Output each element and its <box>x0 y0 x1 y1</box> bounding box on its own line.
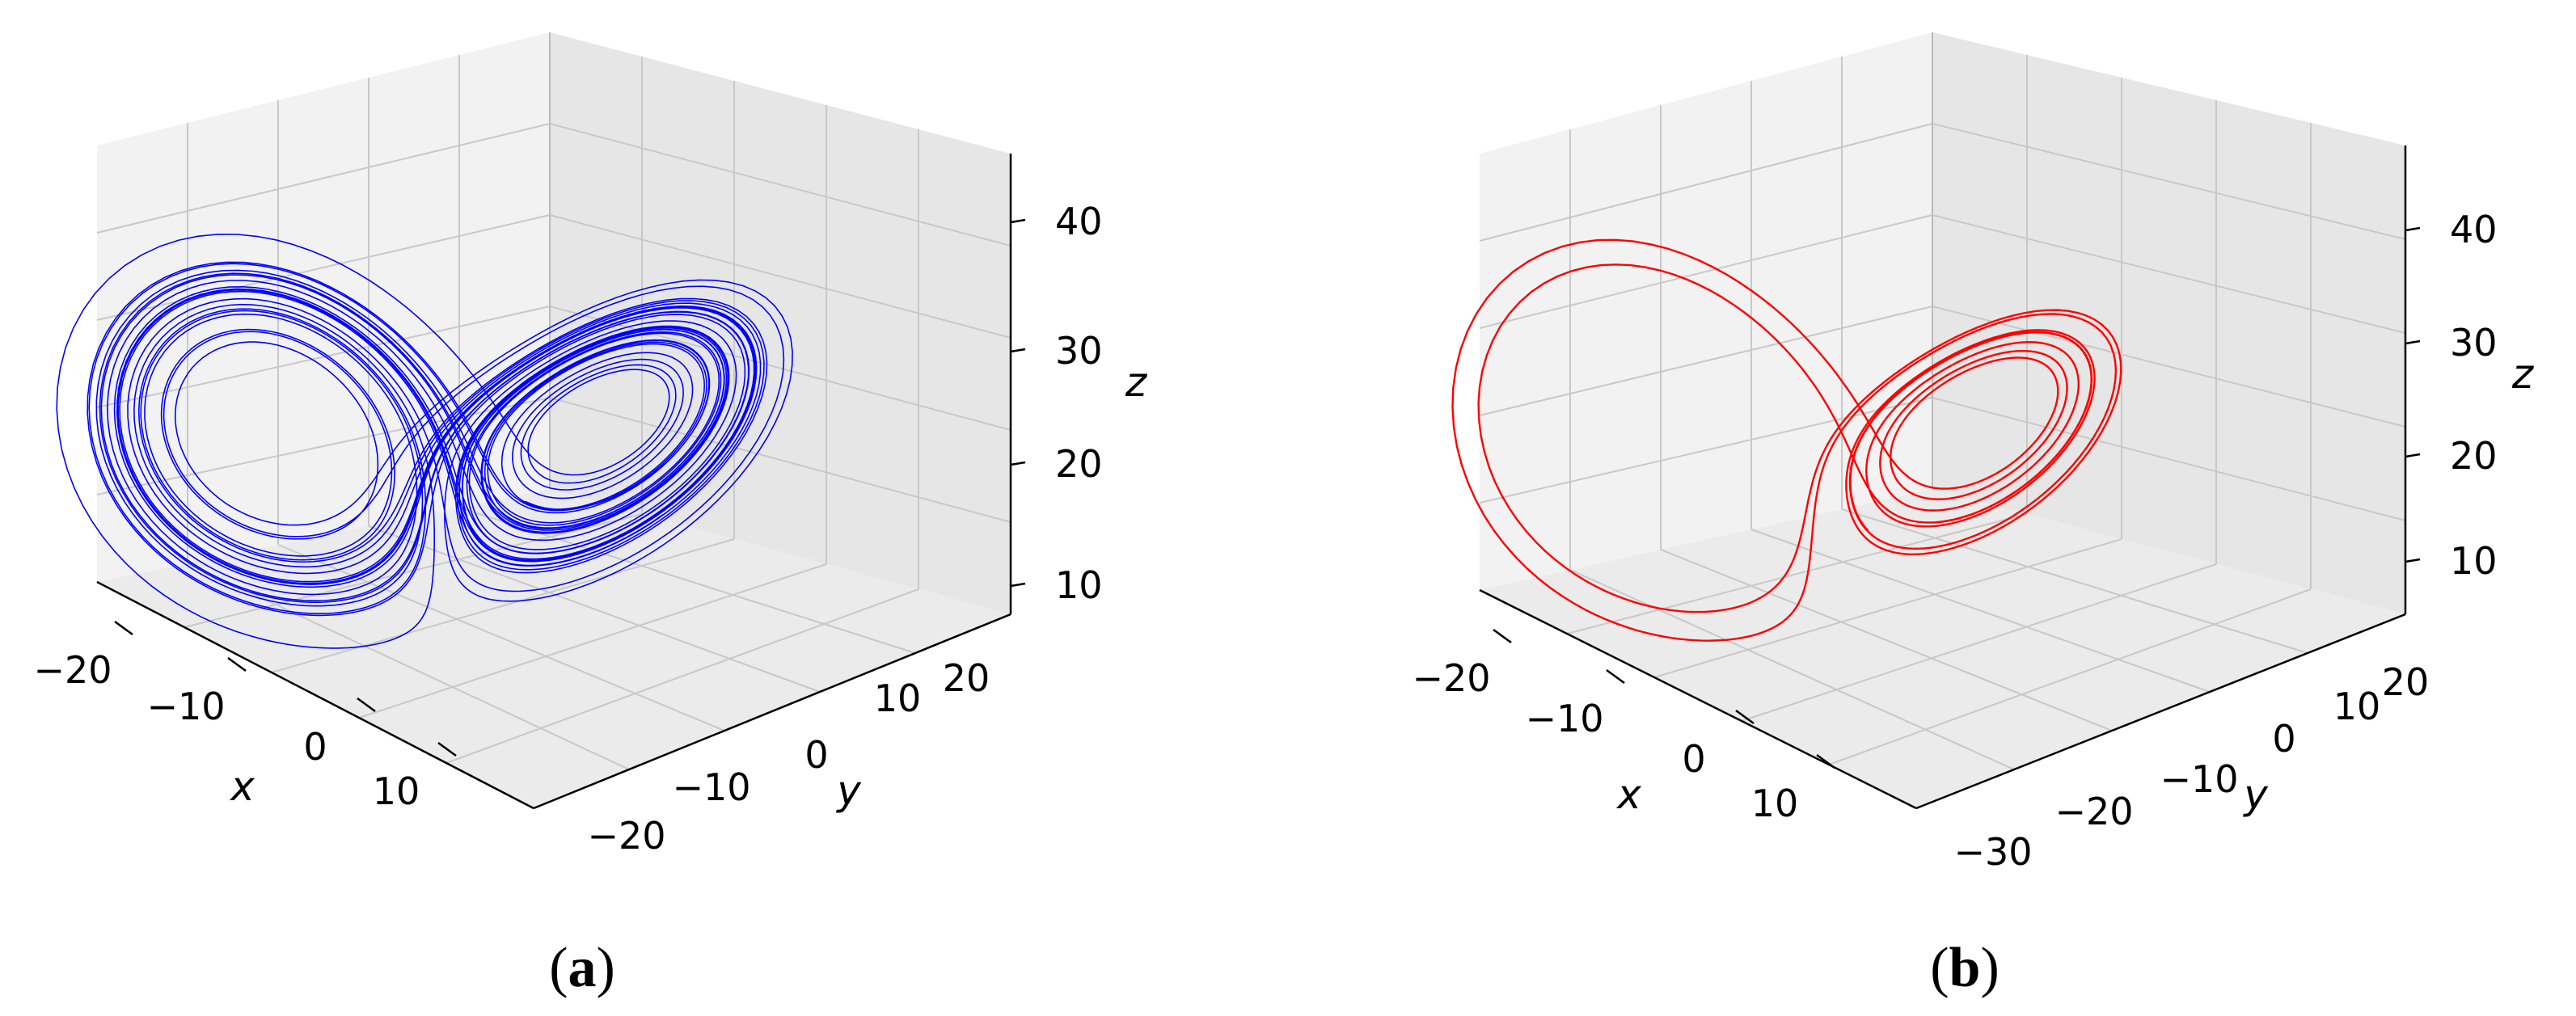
z-tick-mark <box>1010 218 1026 224</box>
grid-line <box>1841 508 2308 654</box>
grid-line <box>1660 549 2113 731</box>
y-tick-label: −20 <box>587 814 665 858</box>
grid-line <box>1932 123 2406 240</box>
x-tick-label: −10 <box>146 685 225 728</box>
x-tick-label: 0 <box>303 725 327 769</box>
trajectory-line <box>1451 238 2122 642</box>
grid-line <box>368 525 821 693</box>
x-tick-mark <box>1735 709 1755 725</box>
grid-line <box>96 123 551 234</box>
y-tick-label: 10 <box>2333 685 2381 728</box>
x-tick-mark <box>114 620 133 636</box>
grid-line <box>1479 306 1933 416</box>
y-tick-label: 0 <box>804 733 828 777</box>
y-tick-label: −10 <box>672 765 750 809</box>
y-tick-label: −20 <box>2054 790 2133 833</box>
floor-pane <box>97 489 1011 808</box>
y-tick-label: 10 <box>874 677 922 720</box>
x-axis-label: x <box>1615 771 1641 818</box>
grid-line <box>549 397 1011 523</box>
grid-line <box>1932 214 2406 334</box>
z-tick-label: 10 <box>1055 563 1103 607</box>
x-tick-mark <box>1816 753 1835 769</box>
z-tick-label: 20 <box>1055 442 1103 486</box>
z-axis-label: z <box>1125 359 1148 406</box>
grid-line <box>96 214 551 321</box>
y-axis-label: y <box>835 767 862 814</box>
grid-line <box>1828 588 2312 765</box>
z-tick-label: 10 <box>2450 539 2498 583</box>
x-tick-mark <box>1493 628 1512 644</box>
z-tick-label: 20 <box>2450 434 2498 478</box>
x-tick-mark <box>357 697 376 713</box>
trajectory-line <box>56 234 793 649</box>
x-tick-label: 10 <box>1751 782 1799 825</box>
panel-label: (b) <box>1930 937 2000 999</box>
x-tick-mark <box>437 741 457 757</box>
x-tick-mark <box>1606 668 1625 685</box>
z-tick-label: 40 <box>2450 208 2498 251</box>
grid-line <box>96 397 551 495</box>
grid-line <box>1479 214 1933 329</box>
y-tick-label: −10 <box>2160 757 2238 801</box>
floor-pane <box>1480 489 2405 808</box>
grid-line <box>1932 397 2406 521</box>
x-tick-label: −20 <box>33 648 112 692</box>
grid-line <box>1750 529 2211 693</box>
z-tick-mark <box>1010 461 1026 466</box>
z-axis-label: z <box>2511 351 2535 398</box>
grid-line <box>1569 569 2015 770</box>
y-tick-label: 20 <box>2382 660 2430 704</box>
x-axis-line <box>1479 588 1917 810</box>
y-axis-label: y <box>2242 771 2269 818</box>
grid-line <box>1653 538 2122 678</box>
z-tick-label: 40 <box>1055 200 1103 243</box>
grid-line <box>1932 306 2406 428</box>
back-left-pane <box>1480 32 1932 590</box>
x-axis-label: x <box>229 763 255 810</box>
z-tick-mark <box>2405 453 2421 458</box>
x-tick-label: −20 <box>1412 656 1490 700</box>
grid-line <box>446 588 919 764</box>
grid-line <box>277 544 725 731</box>
grid-line <box>1479 123 1933 242</box>
back-right-pane <box>550 32 1011 614</box>
z-tick-mark <box>2405 226 2421 232</box>
z-tick-mark <box>2405 558 2421 563</box>
grid-line <box>549 214 1011 339</box>
back-right-pane <box>1932 32 2405 614</box>
z-tick-mark <box>1010 582 1026 588</box>
x-axis-line <box>96 580 534 810</box>
panel-label: (a) <box>549 937 615 999</box>
x-tick-label: −10 <box>1525 697 1603 740</box>
z-tick-mark <box>2405 339 2421 345</box>
grid-line <box>1479 397 1933 504</box>
z-tick-label: 30 <box>2450 321 2498 365</box>
y-tick-label: 20 <box>943 656 990 700</box>
grid-line <box>271 538 735 673</box>
back-left-pane <box>97 32 550 582</box>
y-axis-line <box>533 613 1011 810</box>
grid-line <box>96 306 551 408</box>
grid-line <box>1566 513 2028 634</box>
grid-line <box>358 563 827 719</box>
y-tick-label: −30 <box>1953 830 2032 874</box>
grid-line <box>549 123 1011 247</box>
x-tick-label: 10 <box>373 769 420 813</box>
grid-line <box>1741 563 2217 722</box>
x-tick-label: 0 <box>1682 737 1705 781</box>
x-tick-mark <box>227 656 247 672</box>
z-tick-mark <box>1010 348 1026 353</box>
z-tick-label: 30 <box>1055 329 1103 373</box>
grid-line <box>187 563 630 770</box>
y-axis-line <box>1915 613 2406 810</box>
y-tick-label: 0 <box>2272 717 2295 761</box>
